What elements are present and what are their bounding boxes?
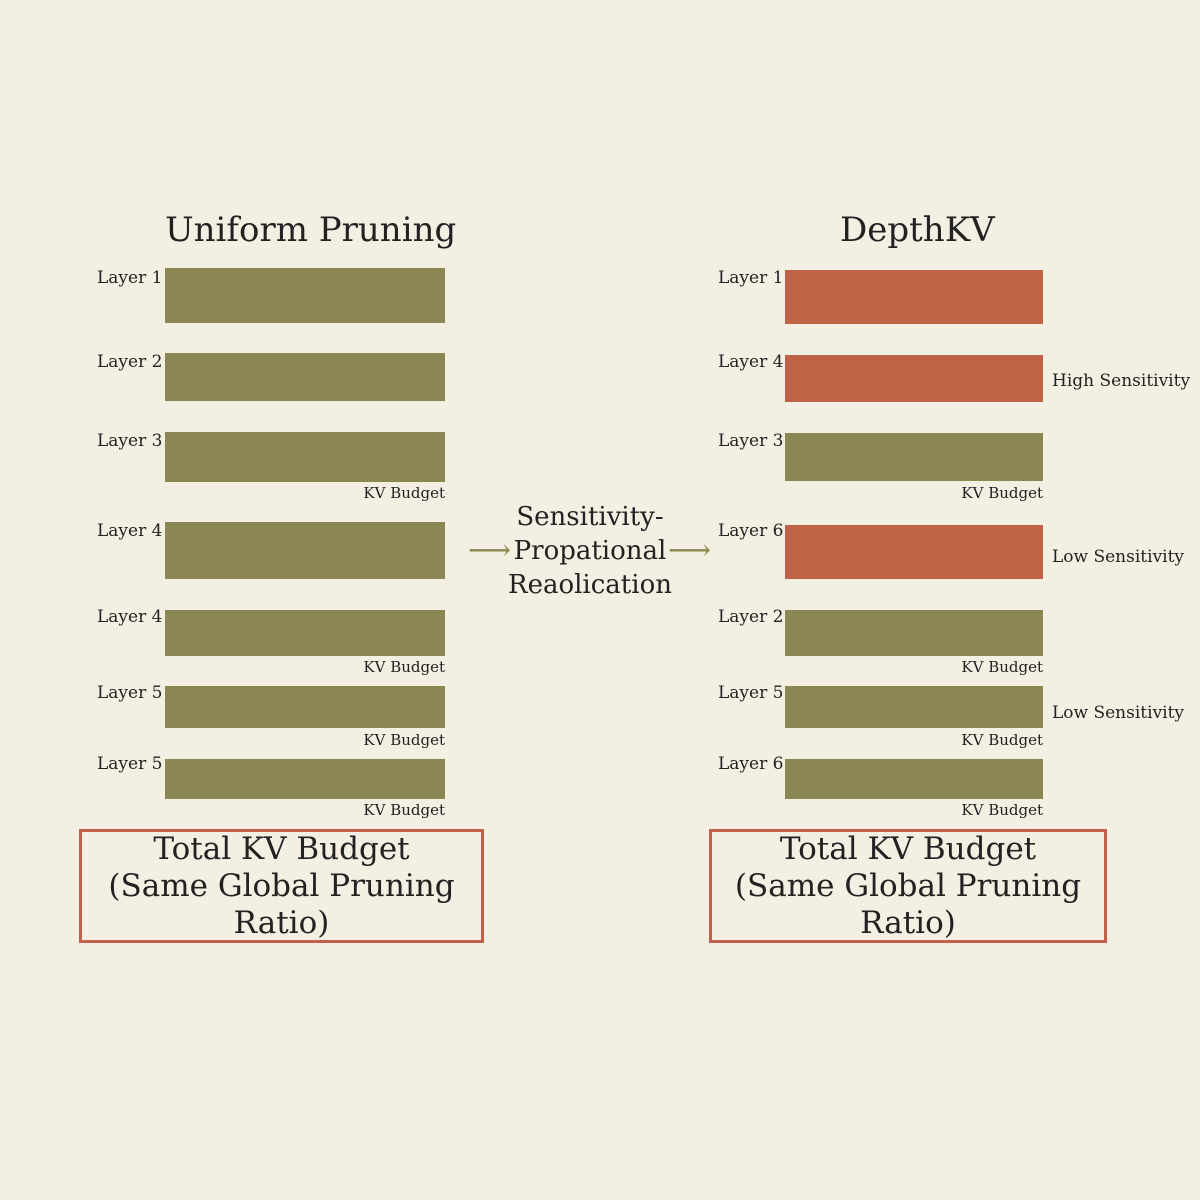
right-bar-7 — [785, 759, 1043, 799]
arrow-right-icon: ⟶ — [668, 533, 712, 568]
right-kv-label-3: KV Budget — [961, 484, 1043, 502]
left-total-line1: Total KV Budget — [153, 830, 410, 867]
right-bar-1 — [785, 270, 1043, 324]
right-kv-label-6: KV Budget — [961, 731, 1043, 749]
uniform-pruning-title: Uniform Pruning — [165, 210, 457, 250]
right-total-kv-budget-box: Total KV Budget (Same Global Pruning Rat… — [709, 829, 1107, 943]
reallocation-line3: Reaolication — [508, 570, 672, 600]
right-layer-label-3: Layer 3 — [718, 431, 784, 451]
right-kv-label-5: KV Budget — [961, 658, 1043, 676]
left-total-kv-budget-box: Total KV Budget (Same Global Pruning Rat… — [79, 829, 484, 943]
left-bar-2 — [165, 353, 445, 401]
right-bar-6 — [785, 686, 1043, 728]
reallocation-line2: Propational — [513, 536, 667, 566]
right-layer-label-6: Layer 5 — [718, 683, 784, 703]
right-total-line1: Total KV Budget — [779, 830, 1037, 867]
left-kv-label-3: KV Budget — [363, 484, 445, 502]
right-bar-4 — [785, 525, 1043, 579]
left-kv-label-5: KV Budget — [363, 658, 445, 676]
left-layer-label-6: Layer 5 — [97, 683, 163, 703]
right-layer-label-1: Layer 1 — [718, 268, 784, 288]
reallocation-line1: Sensitivity- — [516, 502, 664, 532]
left-layer-label-3: Layer 3 — [97, 431, 163, 451]
depthkv-title: DepthKV — [840, 210, 995, 250]
right-total-line2: (Same Global Pruning Ratio) — [734, 867, 1082, 941]
left-bar-5 — [165, 610, 445, 656]
left-bar-7 — [165, 759, 445, 799]
left-layer-label-4: Layer 4 — [97, 521, 163, 541]
left-bar-1 — [165, 268, 445, 323]
right-kv-label-7: KV Budget — [961, 801, 1043, 819]
left-kv-label-6: KV Budget — [363, 731, 445, 749]
left-bar-3 — [165, 432, 445, 482]
right-bar-2 — [785, 355, 1043, 402]
low-sensitivity-label: Low Sensitivity — [1052, 703, 1185, 723]
right-layer-label-2: Layer 4 — [718, 352, 784, 372]
left-layer-label-7: Layer 5 — [97, 754, 163, 774]
reallocation-label: Sensitivity- Propational Reaolication — [500, 500, 680, 602]
left-kv-label-7: KV Budget — [363, 801, 445, 819]
left-layer-label-2: Layer 2 — [97, 352, 163, 372]
left-bar-4 — [165, 522, 445, 579]
right-layer-label-4: Layer 6 — [718, 521, 784, 541]
left-bar-6 — [165, 686, 445, 728]
left-total-line2: (Same Global Pruning Ratio) — [108, 867, 455, 941]
low-sensitivity-label: Low Sensitivity — [1052, 547, 1185, 567]
arrow-right-icon: ⟶ — [468, 533, 512, 568]
right-bar-3 — [785, 433, 1043, 481]
high-sensitivity-label: High Sensitivity — [1052, 371, 1191, 391]
right-layer-label-5: Layer 2 — [718, 607, 784, 627]
left-layer-label-1: Layer 1 — [97, 268, 163, 288]
left-layer-label-5: Layer 4 — [97, 607, 163, 627]
right-layer-label-7: Layer 6 — [718, 754, 784, 774]
right-bar-5 — [785, 610, 1043, 656]
